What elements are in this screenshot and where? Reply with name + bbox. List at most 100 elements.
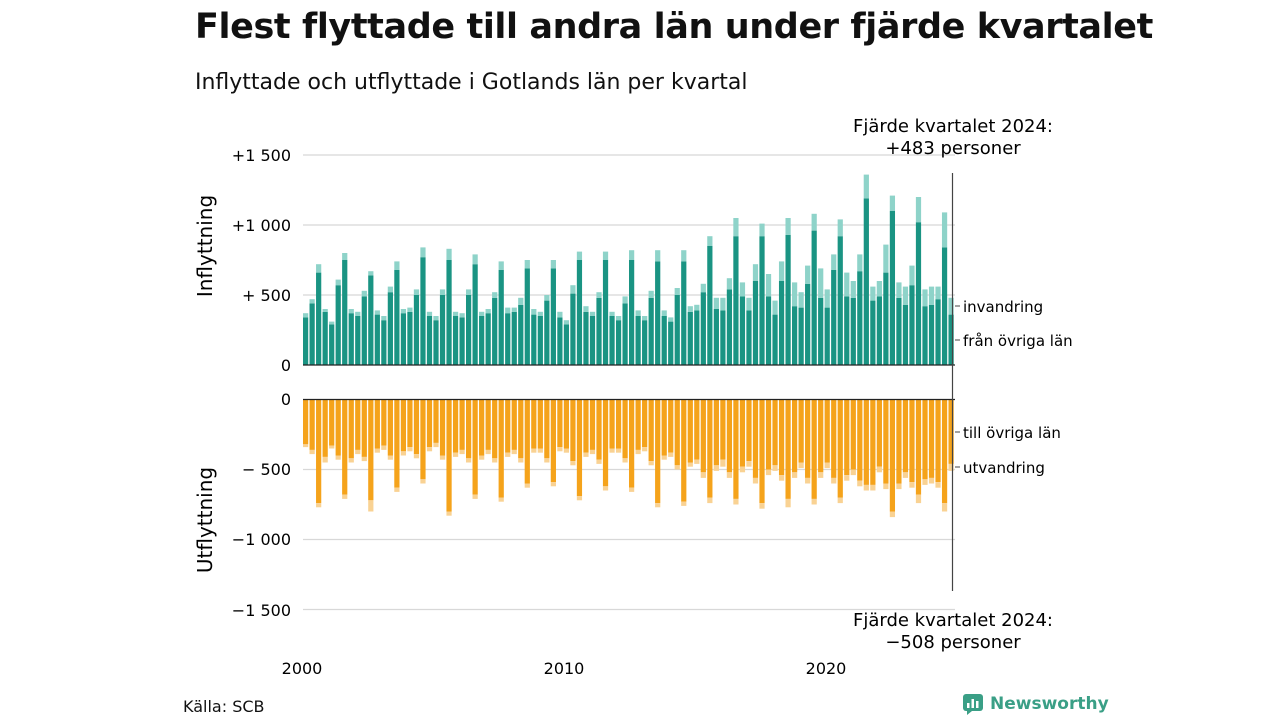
bar-in-immigration bbox=[459, 313, 465, 318]
bar-in-domestic bbox=[420, 257, 426, 365]
bar-out-emigration bbox=[531, 448, 537, 453]
bar-in-immigration bbox=[492, 292, 498, 298]
bar-out-emigration bbox=[824, 462, 830, 469]
bar-in-immigration bbox=[557, 311, 563, 318]
bar-in-domestic bbox=[316, 272, 322, 365]
bar-out-emigration bbox=[818, 472, 824, 478]
bar-out-domestic bbox=[615, 399, 622, 449]
bar-in-immigration bbox=[778, 261, 785, 281]
bar-in-immigration bbox=[759, 223, 765, 237]
bar-out-domestic bbox=[642, 399, 648, 448]
x-tick-label: 2020 bbox=[806, 659, 847, 678]
bar-in-domestic bbox=[303, 317, 309, 365]
bar-out-emigration bbox=[707, 497, 713, 504]
bar-out-emigration bbox=[778, 475, 785, 481]
bar-out-emigration bbox=[805, 477, 811, 484]
bar-in-domestic bbox=[661, 316, 667, 365]
bar-out-emigration bbox=[557, 447, 563, 452]
bar-out-emigration bbox=[661, 455, 667, 460]
annotation-top-line2: +483 personer bbox=[885, 138, 1021, 159]
bar-in-immigration bbox=[941, 212, 948, 248]
bar-out-emigration bbox=[909, 482, 915, 488]
bar-in-domestic bbox=[824, 307, 830, 365]
bar-in-domestic bbox=[531, 314, 537, 365]
bar-out-domestic bbox=[889, 399, 896, 512]
bar-in-immigration bbox=[368, 271, 374, 276]
bar-in-domestic bbox=[681, 261, 687, 365]
series-label-fran-ovriga-lan: från övriga län bbox=[963, 332, 1073, 350]
bar-in-immigration bbox=[713, 297, 719, 309]
bar-in-immigration bbox=[479, 311, 485, 316]
bar-out-emigration bbox=[609, 448, 615, 453]
bar-in-immigration bbox=[661, 310, 667, 316]
bar-in-domestic bbox=[909, 285, 915, 365]
bar-in-immigration bbox=[309, 299, 315, 304]
bar-out-domestic bbox=[420, 399, 426, 480]
bar-out-domestic bbox=[531, 399, 537, 449]
bar-out-domestic bbox=[446, 399, 452, 512]
bar-out-emigration bbox=[713, 465, 719, 471]
bar-in-immigration bbox=[609, 311, 615, 316]
bar-out-emigration bbox=[420, 479, 426, 484]
bar-in-immigration bbox=[355, 311, 361, 316]
lower-tick-label: 0 bbox=[281, 390, 291, 409]
bar-in-domestic bbox=[668, 321, 674, 365]
bar-in-immigration bbox=[531, 309, 537, 315]
bar-out-emigration bbox=[733, 498, 739, 505]
bar-out-emigration bbox=[850, 469, 856, 476]
bar-in-domestic bbox=[883, 272, 889, 365]
bar-in-immigration bbox=[700, 283, 706, 293]
bar-out-emigration bbox=[570, 461, 576, 466]
bar-out-emigration bbox=[472, 494, 478, 499]
bar-in-immigration bbox=[583, 306, 589, 312]
bar-in-immigration bbox=[472, 254, 478, 265]
bar-in-domestic bbox=[387, 292, 393, 365]
bar-out-emigration bbox=[792, 472, 798, 478]
bar-out-domestic bbox=[798, 399, 804, 463]
bar-in-domestic bbox=[355, 316, 361, 365]
bar-in-domestic bbox=[850, 297, 856, 365]
bar-in-immigration bbox=[570, 285, 576, 294]
bar-out-domestic bbox=[648, 399, 654, 462]
bar-in-immigration bbox=[857, 254, 863, 272]
bar-in-immigration bbox=[622, 296, 628, 304]
bar-out-domestic bbox=[602, 399, 609, 487]
bar-out-emigration bbox=[485, 449, 491, 455]
bar-out-domestic bbox=[909, 399, 915, 483]
bar-in-domestic bbox=[655, 261, 661, 365]
bar-out-emigration bbox=[479, 455, 485, 460]
bar-in-immigration bbox=[668, 317, 674, 322]
bar-in-immigration bbox=[811, 213, 817, 231]
bar-out-domestic bbox=[342, 399, 348, 495]
bar-out-domestic bbox=[726, 399, 733, 473]
bar-in-domestic bbox=[426, 316, 433, 365]
bar-in-domestic bbox=[642, 320, 648, 365]
bar-in-immigration bbox=[739, 282, 746, 297]
bar-in-domestic bbox=[518, 304, 524, 365]
bar-out-domestic bbox=[544, 399, 550, 459]
bar-out-domestic bbox=[511, 399, 517, 450]
bar-out-domestic bbox=[739, 399, 746, 467]
bar-out-emigration bbox=[687, 462, 693, 467]
bar-in-domestic bbox=[674, 295, 680, 365]
bar-out-domestic bbox=[466, 399, 472, 459]
bar-in-immigration bbox=[831, 254, 837, 270]
bar-in-immigration bbox=[498, 261, 504, 270]
bar-out-domestic bbox=[570, 399, 576, 462]
bar-out-emigration bbox=[433, 442, 439, 448]
bar-out-domestic bbox=[361, 399, 367, 457]
bar-in-immigration bbox=[316, 264, 322, 273]
bar-in-immigration bbox=[883, 244, 889, 273]
bar-in-domestic bbox=[557, 317, 563, 365]
bar-in-domestic bbox=[537, 316, 543, 365]
bar-out-emigration bbox=[889, 511, 896, 518]
bar-in-domestic bbox=[466, 295, 472, 365]
bar-out-domestic bbox=[720, 399, 726, 460]
bar-in-domestic bbox=[700, 292, 706, 365]
bar-out-domestic bbox=[394, 399, 400, 488]
series-label-till-ovriga-lan: till övriga län bbox=[963, 424, 1061, 442]
bar-in-domestic bbox=[928, 304, 935, 365]
bar-out-emigration bbox=[589, 449, 596, 455]
bar-in-domestic bbox=[342, 260, 348, 365]
series-label-invandring: invandring bbox=[963, 298, 1043, 316]
